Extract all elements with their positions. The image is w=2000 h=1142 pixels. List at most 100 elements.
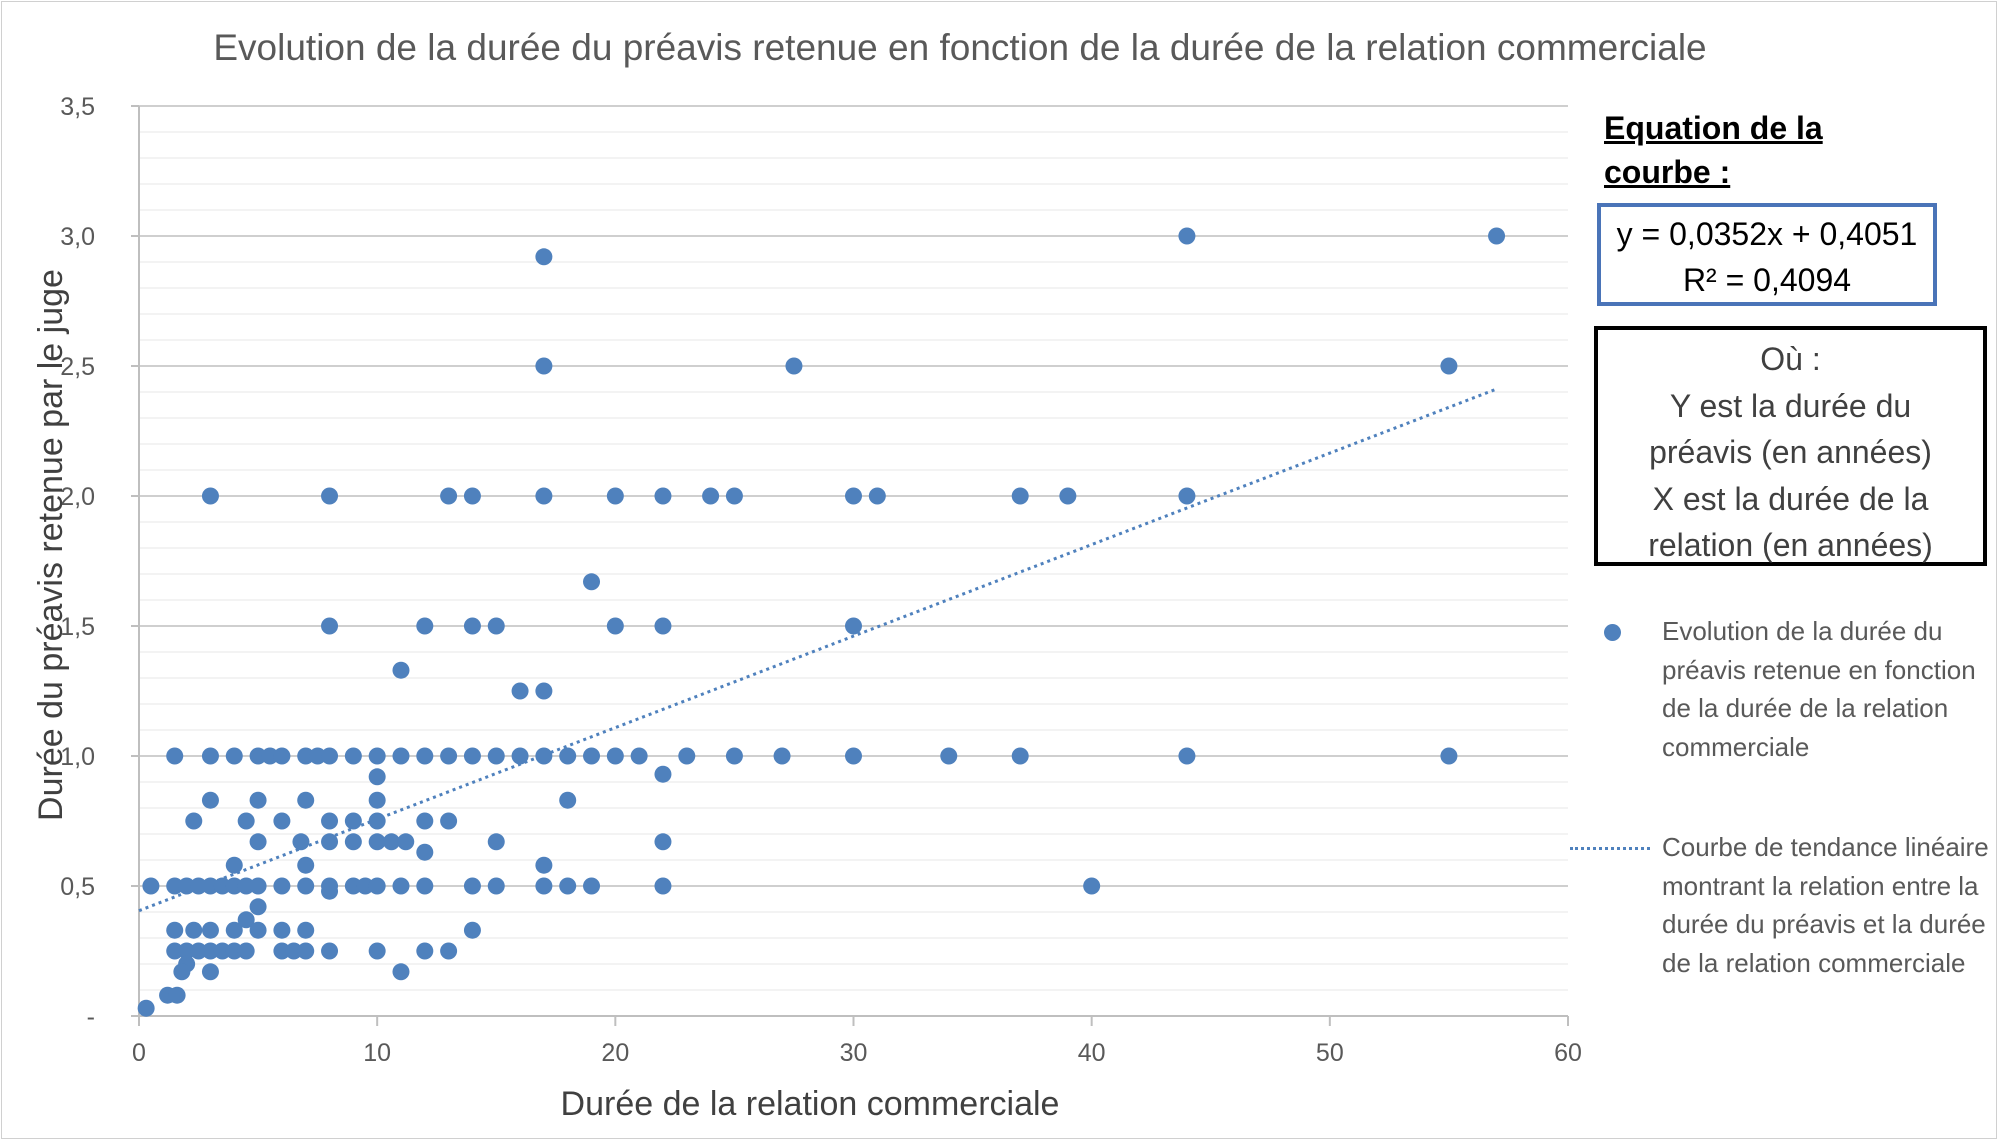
data-point <box>237 911 255 929</box>
x-tick-label: 20 <box>601 1039 629 1067</box>
data-point <box>201 791 219 809</box>
data-point <box>583 747 601 765</box>
gridlines <box>139 105 1568 991</box>
y-axis-label: Durée du préavis retenue par le juge <box>32 269 70 821</box>
y-tick-label: 1,0 <box>60 743 95 771</box>
data-point <box>868 487 886 505</box>
data-point <box>368 877 386 895</box>
data-point <box>213 877 231 895</box>
data-point <box>321 617 339 635</box>
legend-label-trend: Courbe de tendance linéaire montrant la … <box>1662 832 1989 978</box>
data-point <box>773 747 791 765</box>
legend-dotted-line-icon <box>1570 847 1650 850</box>
data-point <box>297 747 315 765</box>
data-point <box>178 877 196 895</box>
equation-heading-text: Equation de la courbe : <box>1604 110 1823 190</box>
x-tick-label: 40 <box>1078 1039 1106 1067</box>
data-point <box>237 877 255 895</box>
data-point <box>185 921 203 939</box>
data-point <box>392 661 410 679</box>
data-point <box>630 747 648 765</box>
data-point <box>142 877 160 895</box>
data-point <box>201 963 219 981</box>
data-point <box>321 747 339 765</box>
data-point <box>392 963 410 981</box>
data-point <box>166 942 184 960</box>
data-point <box>225 877 243 895</box>
data-point <box>273 921 291 939</box>
y-tick-label: 1,5 <box>60 613 95 641</box>
data-point <box>1011 487 1029 505</box>
data-point <box>237 812 255 830</box>
data-point <box>273 877 291 895</box>
data-point <box>321 882 339 900</box>
data-point <box>273 747 291 765</box>
chart-title: Evolution de la durée du préavis retenue… <box>213 27 1707 68</box>
data-point <box>535 248 553 266</box>
trend-line <box>138 387 1498 913</box>
data-point <box>535 357 553 375</box>
data-point <box>487 833 505 851</box>
data-point <box>1083 877 1101 895</box>
data-point <box>137 999 155 1017</box>
data-point <box>535 856 553 874</box>
data-point <box>535 487 553 505</box>
data-point <box>416 843 434 861</box>
data-point <box>321 487 339 505</box>
data-point <box>285 942 303 960</box>
explanation-line: préavis (en années) <box>1649 434 1932 470</box>
data-point <box>440 812 458 830</box>
data-point <box>249 747 267 765</box>
data-point <box>178 942 196 960</box>
tick-labels: 0 10 20 30 40 50 60 - 0,5 1,0 1,5 2,0 2,5 3,0 3,5 <box>60 93 1582 1067</box>
data-point <box>190 942 208 960</box>
data-point <box>487 617 505 635</box>
explanation-line: relation (en années) <box>1648 527 1933 563</box>
data-point <box>845 487 862 505</box>
data-point <box>173 963 191 981</box>
data-point <box>559 877 577 895</box>
data-point <box>297 877 315 895</box>
data-point <box>392 877 410 895</box>
data-point <box>654 765 672 783</box>
data-point <box>344 747 362 765</box>
data-points <box>137 227 1506 1017</box>
data-point <box>702 487 720 505</box>
data-point <box>1488 227 1506 245</box>
legend-item-trend: Courbe de tendance linéaire montrant la … <box>1570 828 1990 982</box>
data-point <box>321 833 339 851</box>
x-tick-label: 0 <box>132 1039 146 1067</box>
data-point <box>297 921 315 939</box>
data-point <box>654 877 672 895</box>
data-point <box>511 747 529 765</box>
data-point <box>463 487 481 505</box>
data-point <box>201 747 219 765</box>
data-point <box>785 357 803 375</box>
data-point <box>261 747 279 765</box>
data-point <box>1011 747 1029 765</box>
y-tick-label: - <box>87 1003 95 1031</box>
data-point <box>463 617 481 635</box>
data-point <box>201 487 219 505</box>
x-tick-label: 30 <box>840 1039 868 1067</box>
data-point <box>845 747 862 765</box>
data-point <box>1178 487 1196 505</box>
data-point <box>416 812 434 830</box>
data-point <box>201 877 219 895</box>
data-point <box>344 877 362 895</box>
data-point <box>249 833 267 851</box>
data-point <box>213 942 231 960</box>
data-point <box>237 942 255 960</box>
data-point <box>185 812 203 830</box>
data-point <box>368 768 386 786</box>
trendline <box>138 387 1498 913</box>
data-point <box>166 877 184 895</box>
r-squared-text: R² = 0,4094 <box>1682 262 1852 298</box>
equation-text: y = 0,0352x + 0,4051 <box>1616 216 1918 252</box>
data-point <box>535 877 553 895</box>
data-point <box>368 812 386 830</box>
y-tick-label: 3,0 <box>60 223 95 251</box>
data-point <box>416 747 434 765</box>
data-point <box>368 942 386 960</box>
